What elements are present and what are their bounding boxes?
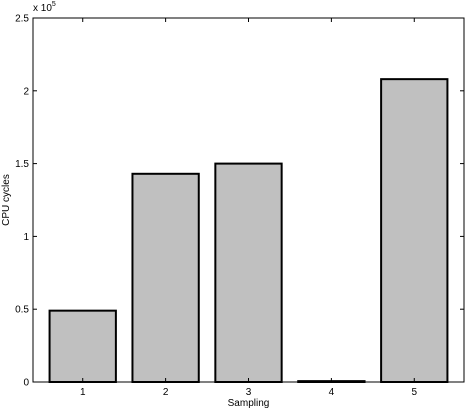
bar-3 [214, 162, 283, 383]
x-axis-label: Sampling [228, 398, 270, 409]
y-tick-label: 0 [23, 378, 29, 389]
bar-1 [48, 309, 117, 384]
bar-2 [131, 172, 200, 383]
x-axis: 1 2 3 4 5 [80, 18, 417, 398]
y-axis: 0 0.5 1 1.5 2 2.5 [15, 14, 464, 389]
y-axis-multiplier-base: x 10 [33, 3, 52, 14]
y-tick-label: 0.5 [15, 305, 29, 316]
x-tick-label: 3 [246, 387, 252, 398]
y-tick-label: 2 [23, 86, 29, 97]
y-axis-label: CPU cycles [1, 174, 12, 226]
bar-5 [380, 78, 449, 383]
x-tick-label: 4 [329, 387, 335, 398]
x-tick-label: 2 [163, 387, 169, 398]
y-tick-label: 1 [23, 232, 29, 243]
bar-series [48, 78, 449, 384]
y-axis-multiplier-exponent: 5 [52, 1, 56, 8]
x-tick-label: 5 [411, 387, 417, 398]
y-tick-label: 2.5 [15, 14, 29, 25]
y-tick-label: 1.5 [15, 159, 29, 170]
y-axis-multiplier: x 105 [33, 1, 56, 14]
x-tick-label: 1 [80, 387, 86, 398]
